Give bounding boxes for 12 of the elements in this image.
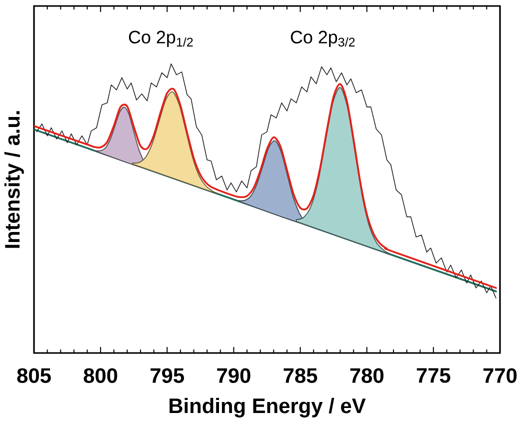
text: Co 2p$_{3/2}$ <box>290 30 355 48</box>
x-tick-label: 790 <box>217 368 250 384</box>
x-tick-label: 770 <box>483 368 517 384</box>
text: Co 2p$_{1/2}$ <box>128 30 193 48</box>
y-axis-title: Intensity / a.u. <box>4 111 24 248</box>
x-tick-label: 795 <box>150 368 184 384</box>
x-tick-label: 785 <box>284 368 318 384</box>
x-axis-title: Binding Energy / eV <box>170 398 366 418</box>
x-tick-label: 775 <box>416 368 450 383</box>
x-tick-label: 800 <box>84 368 118 384</box>
x-tick-label: 780 <box>350 368 384 384</box>
x-tick-label: 805 <box>17 368 51 384</box>
